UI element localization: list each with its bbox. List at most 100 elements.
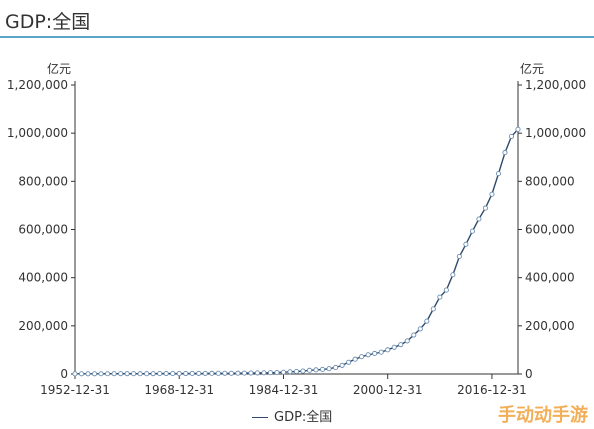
data-point[interactable] xyxy=(118,371,124,377)
y-tick-label-right: 800,000 xyxy=(525,174,575,188)
legend-line-swatch xyxy=(252,417,268,418)
y-tick-label-left: 800,000 xyxy=(18,174,68,188)
data-point[interactable] xyxy=(508,133,515,139)
right-y-unit-label: 亿元 xyxy=(520,61,544,76)
data-point[interactable] xyxy=(124,371,130,377)
x-tick-label: 1968-12-31 xyxy=(144,383,214,397)
data-point[interactable] xyxy=(365,352,371,358)
data-point[interactable] xyxy=(235,370,241,376)
data-point[interactable] xyxy=(398,342,404,348)
data-point[interactable] xyxy=(202,370,208,376)
page-title: GDP:全国 xyxy=(5,11,91,33)
data-point[interactable] xyxy=(261,370,267,376)
data-point[interactable] xyxy=(280,369,287,375)
data-point[interactable] xyxy=(157,371,163,377)
data-point[interactable] xyxy=(450,272,456,278)
data-point[interactable] xyxy=(241,370,247,376)
data-point[interactable] xyxy=(267,370,273,376)
data-point[interactable] xyxy=(502,150,508,156)
data-point[interactable] xyxy=(443,287,449,293)
data-point[interactable] xyxy=(469,228,475,234)
data-point[interactable] xyxy=(313,367,319,373)
data-point[interactable] xyxy=(346,359,352,365)
data-point[interactable] xyxy=(476,216,482,222)
title-bar: GDP:全国 xyxy=(0,0,594,38)
data-point[interactable] xyxy=(333,364,339,371)
data-point[interactable] xyxy=(163,370,169,377)
y-tick-label-right: 600,000 xyxy=(525,223,575,237)
data-point[interactable] xyxy=(131,371,137,377)
y-tick-label-left: 1,200,000 xyxy=(7,78,68,92)
axis-ticks: 0 0 200,000 200,000 400,000 400,000 600,000 600… xyxy=(7,78,586,397)
series-line xyxy=(75,128,519,375)
y-tick-label-left: 1,000,000 xyxy=(7,126,68,140)
data-point[interactable] xyxy=(463,241,469,247)
data-point[interactable] xyxy=(176,371,182,377)
data-point[interactable] xyxy=(287,369,293,375)
x-tick-label: 2016-12-31 xyxy=(457,383,527,397)
y-tick-label-left: 0 xyxy=(60,367,68,381)
data-point[interactable] xyxy=(222,370,228,376)
data-point[interactable] xyxy=(78,371,85,377)
x-tick-label: 1984-12-31 xyxy=(249,383,319,397)
data-point[interactable] xyxy=(430,306,436,312)
data-point[interactable] xyxy=(189,370,195,377)
data-point[interactable] xyxy=(293,368,300,375)
data-point[interactable] xyxy=(150,371,156,377)
data-point[interactable] xyxy=(215,370,221,376)
data-point[interactable] xyxy=(228,370,234,376)
data-point[interactable] xyxy=(274,369,280,376)
legend[interactable]: GDP:全国 xyxy=(252,406,332,425)
data-point[interactable] xyxy=(411,332,417,338)
data-point[interactable] xyxy=(417,326,423,332)
y-tick-label-left: 200,000 xyxy=(18,319,68,333)
data-point[interactable] xyxy=(482,205,488,211)
data-point[interactable] xyxy=(85,371,91,377)
data-point[interactable] xyxy=(391,344,397,350)
data-point[interactable] xyxy=(372,350,378,357)
data-point[interactable] xyxy=(170,371,176,377)
data-point[interactable] xyxy=(495,171,502,177)
data-point[interactable] xyxy=(352,356,358,362)
y-tick-label-left: 600,000 xyxy=(18,223,68,237)
data-point[interactable] xyxy=(105,371,111,377)
data-point[interactable] xyxy=(196,370,202,376)
y-tick-label-right: 400,000 xyxy=(525,271,575,285)
data-point[interactable] xyxy=(137,371,143,377)
watermark: 手动动手游 xyxy=(498,405,588,426)
data-point[interactable] xyxy=(72,371,78,377)
data-point[interactable] xyxy=(359,354,365,360)
data-point[interactable] xyxy=(254,370,260,376)
data-point[interactable] xyxy=(424,318,430,324)
data-point[interactable] xyxy=(306,367,313,373)
data-point[interactable] xyxy=(515,126,521,132)
data-point[interactable] xyxy=(111,371,117,377)
legend-series-label: GDP:全国 xyxy=(274,410,333,425)
data-point[interactable] xyxy=(144,371,150,377)
data-point[interactable] xyxy=(91,371,98,377)
data-point[interactable] xyxy=(404,338,410,344)
x-tick-label: 1952-12-31 xyxy=(40,383,110,397)
data-point[interactable] xyxy=(320,366,326,373)
y-tick-label-right: 1,200,000 xyxy=(525,78,586,92)
y-tick-label-right: 200,000 xyxy=(525,319,575,333)
data-point[interactable] xyxy=(300,368,306,374)
y-tick-label-right: 1,000,000 xyxy=(525,126,586,140)
series-layer xyxy=(72,126,521,377)
y-tick-label-right: 0 xyxy=(525,367,533,381)
data-point[interactable] xyxy=(183,370,189,377)
left-y-unit-label: 亿元 xyxy=(47,61,71,76)
data-point[interactable] xyxy=(339,362,345,368)
data-point[interactable] xyxy=(98,371,104,377)
data-point[interactable] xyxy=(437,294,443,300)
data-point[interactable] xyxy=(385,347,391,353)
data-point[interactable] xyxy=(378,349,384,355)
y-tick-label-left: 400,000 xyxy=(18,271,68,285)
data-point[interactable] xyxy=(489,191,495,197)
data-point[interactable] xyxy=(326,366,332,372)
data-point[interactable] xyxy=(456,253,462,260)
x-tick-label: 2000-12-31 xyxy=(353,383,423,397)
data-point[interactable] xyxy=(209,370,215,376)
data-point[interactable] xyxy=(248,370,254,376)
